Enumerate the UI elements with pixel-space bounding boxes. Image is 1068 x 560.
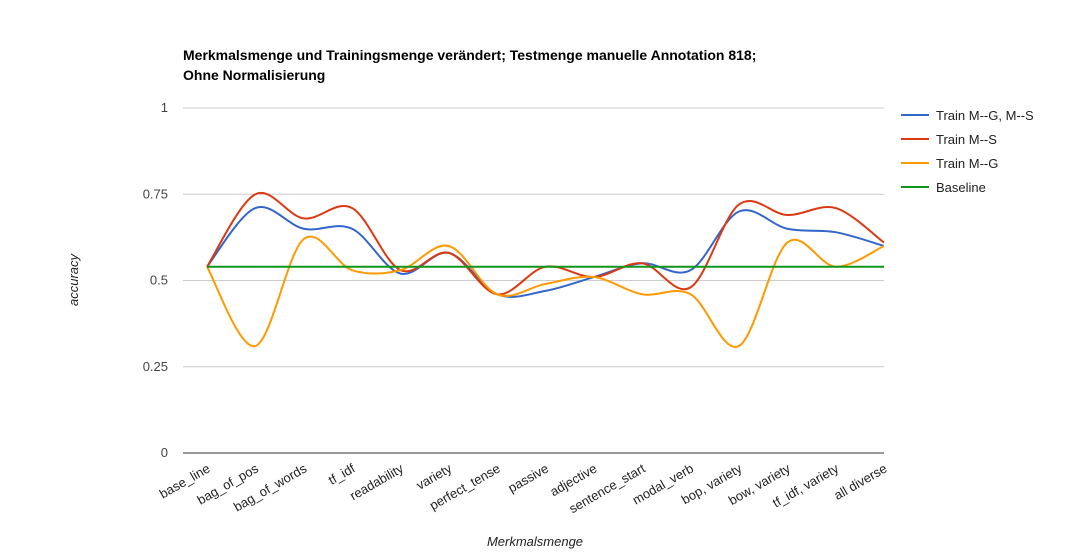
chart-title-line-1: Merkmalsmenge und Trainingsmenge verände… (183, 47, 756, 63)
y-tick-label: 0.5 (150, 273, 168, 288)
y-tick-label: 0.25 (143, 359, 168, 374)
legend-label: Baseline (936, 180, 986, 195)
legend-label: Train M--S (936, 132, 997, 147)
y-tick-label: 0.75 (143, 186, 168, 201)
legend-label: Train M--G, M--S (936, 108, 1034, 123)
series-line-train-m-s (206, 191, 885, 296)
legend-item-baseline: Baseline (901, 180, 986, 195)
chart-title: Merkmalsmenge und Trainingsmenge verände… (183, 47, 756, 83)
legend-item-train-m-g-m-s: Train M--G, M--S (901, 108, 1034, 123)
x-tick-label: passive (505, 461, 551, 496)
series-lines (206, 191, 885, 348)
y-axis-ticks: 0 0.25 0.5 0.75 1 (143, 100, 168, 460)
legend-label: Train M--G (936, 156, 998, 171)
legend: Train M--G, M--S Train M--S Train M--G Base… (901, 108, 1034, 195)
x-axis-label: Merkmalsmenge (487, 534, 583, 549)
y-tick-label: 0 (161, 445, 168, 460)
series-line-train-m-g-m-s (206, 205, 885, 298)
x-tick-label: readability (347, 460, 406, 503)
x-tick-label: all diverse (831, 461, 889, 503)
y-axis-label: accuracy (66, 252, 81, 306)
y-tick-label: 1 (161, 100, 168, 115)
legend-item-train-m-g: Train M--G (901, 156, 998, 171)
legend-item-train-m-s: Train M--S (901, 132, 997, 147)
series-line-train-m-g (206, 235, 885, 348)
gridlines (183, 107, 884, 454)
x-tick-label: tf_idf (326, 460, 358, 487)
chart-title-line-2: Ohne Normalisierung (183, 67, 325, 83)
